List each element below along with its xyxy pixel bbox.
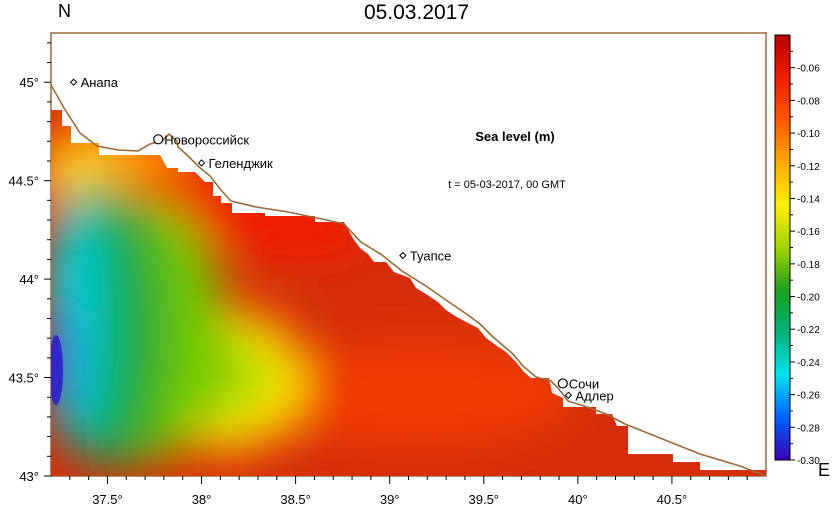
lat-tick-label: 43° [19,469,39,484]
city-label: Адлер [575,388,613,403]
city-label: Анапа [81,75,119,90]
city-marker-circle [557,378,568,389]
lon-tick-label: 40° [568,492,588,507]
lon-tick-label: 39.5° [469,492,500,507]
city-label: Новороссийск [164,132,249,147]
lat-tick-label: 44.5° [8,174,39,189]
lon-tick-label: 40.5° [657,492,688,507]
north-label: N [58,1,71,21]
page-title: 05.03.2017 [363,1,470,24]
colorbar-tick-label: -0.14 [797,194,820,205]
lon-tick-label: 38° [192,492,212,507]
colorbar-ticks: -0.06 -0.08 -0.10 -0.12 -0.14 -0.16 -0.18 -0.20… [790,50,820,467]
city-marker-diamond [564,391,573,399]
city-label: Туапсе [410,248,452,263]
timestamp-label: t = 05-03-2017, 00 GMT [448,179,566,191]
city-marker-diamond [399,251,407,260]
field-title: Sea level (m) [475,129,555,144]
longitude-axis: 37.5° 38° 38.5° 39° 39.5° 40° 40.5° [69,476,748,507]
lat-tick-label: 43.5° [8,371,39,386]
colorbar [774,34,791,461]
lon-tick-label: 38.5° [280,492,311,507]
city-marker-diamond [69,78,78,86]
colorbar-tick-label: -0.06 [797,64,820,75]
lat-tick-label: 44° [19,272,39,287]
colorbar-tick-label: -0.30 [797,456,820,467]
colorbar-tick-label: -0.12 [797,162,820,173]
city-label: Сочи [569,376,599,391]
lat-tick-label: 45° [19,75,39,90]
colorbar-tick-label: -0.10 [797,129,820,140]
city-markers: Анапа Новороссийск Геленджик Туапсе СочиАдле… [69,75,614,403]
city-marker-diamond [197,159,206,167]
colorbar-tick-label: -0.24 [797,358,820,369]
lon-tick-label: 39° [380,492,400,507]
colorbar-tick-label: -0.28 [797,423,820,434]
latitude-axis: 43° 43.5° 44° 44.5° 45° [8,42,51,484]
colorbar-tick-label: -0.26 [797,391,820,402]
colorbar-tick-label: -0.20 [797,293,820,304]
colorbar-tick-label: -0.16 [797,227,820,238]
east-label: E [818,460,831,480]
colorbar-tick-label: -0.22 [797,325,820,336]
colorbar-tick-label: -0.18 [797,260,820,271]
colorbar-tick-label: -0.08 [797,96,820,107]
city-label: Геленджик [209,156,274,171]
lon-tick-label: 37.5° [92,492,123,507]
city-marker-circle [153,134,164,145]
